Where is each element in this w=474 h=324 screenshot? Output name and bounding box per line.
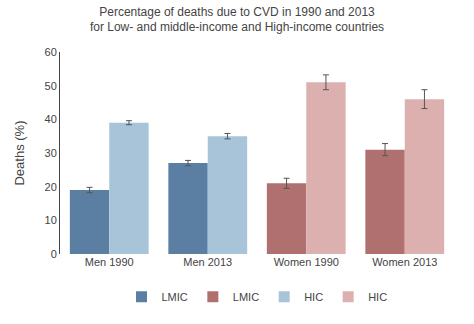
svg-text:Women 1990: Women 1990 bbox=[274, 256, 339, 268]
svg-text:HIC: HIC bbox=[304, 291, 323, 303]
svg-text:LMIC: LMIC bbox=[162, 291, 188, 303]
svg-text:40: 40 bbox=[45, 113, 57, 125]
svg-text:Women 2013: Women 2013 bbox=[372, 256, 437, 268]
svg-text:50: 50 bbox=[45, 80, 57, 92]
svg-text:30: 30 bbox=[45, 147, 57, 159]
svg-text:10: 10 bbox=[45, 214, 57, 226]
svg-text:20: 20 bbox=[45, 181, 57, 193]
svg-text:Men 2013: Men 2013 bbox=[183, 256, 232, 268]
svg-text:60: 60 bbox=[45, 46, 57, 58]
svg-text:Men 1990: Men 1990 bbox=[85, 256, 134, 268]
svg-text:Deaths (%): Deaths (%) bbox=[12, 120, 27, 185]
svg-text:0: 0 bbox=[51, 248, 57, 260]
svg-text:LMIC: LMIC bbox=[233, 291, 259, 303]
svg-text:HIC: HIC bbox=[368, 291, 387, 303]
svg-text:Percentage of deaths due to CV: Percentage of deaths due to CVD in 1990 … bbox=[90, 5, 384, 35]
